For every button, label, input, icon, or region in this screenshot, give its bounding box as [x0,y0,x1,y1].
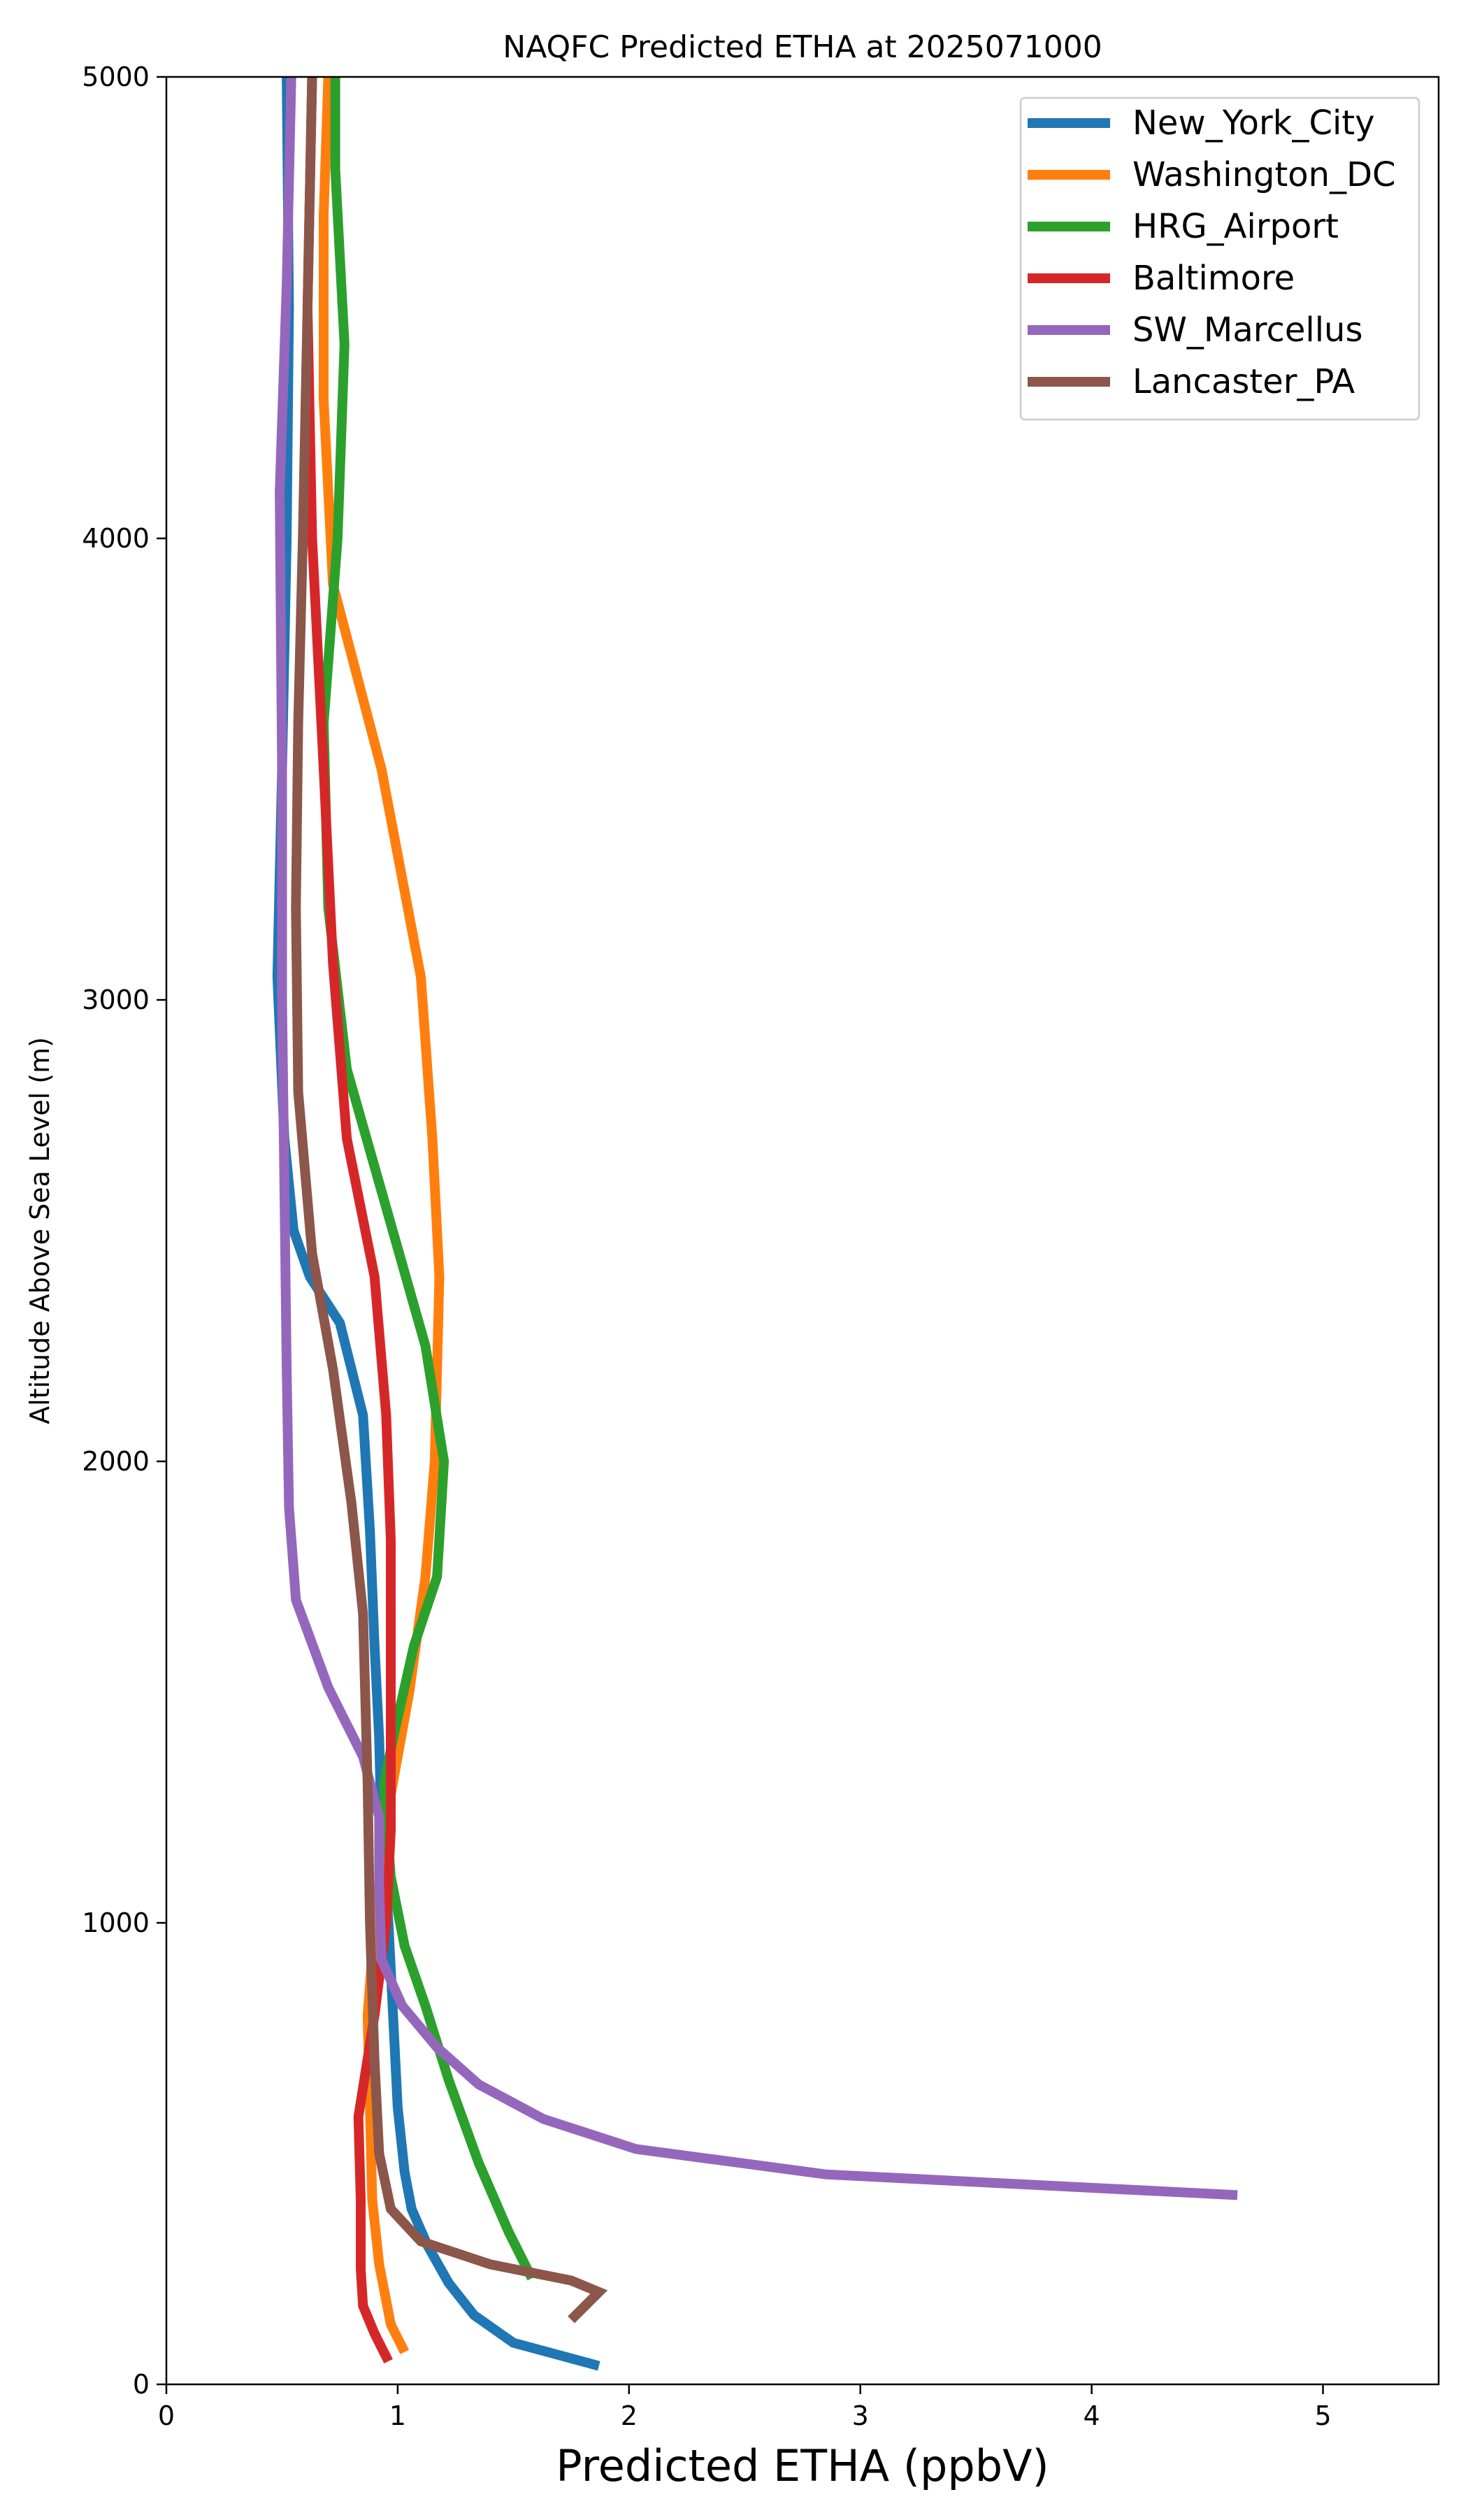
x-tick-label: 0 [158,2400,175,2431]
chart-title: NAQFC Predicted ETHA at 2025071000 [503,29,1102,65]
y-axis-label: Altitude Above Sea Level (m) [24,1037,55,1424]
y-tick-label: 2000 [82,1446,150,1477]
legend-label: Lancaster_PA [1132,362,1355,401]
y-tick-label: 3000 [82,985,150,1015]
legend-label: Baltimore [1132,259,1295,298]
series-line-baltimore [302,77,396,2364]
x-tick-label: 3 [852,2400,869,2431]
plot-series-group [272,77,1238,2371]
legend-label: New_York_City [1132,103,1375,143]
x-axis-ticks: 0 1 2 3 4 5 [158,2384,1332,2431]
legend-label: HRG_Airport [1132,207,1339,246]
chart-legend: New_York_City Washington_DC HRG_Airport Bal… [1019,96,1420,421]
x-axis-label: Predicted ETHA (ppbV) [556,2440,1049,2491]
legend-box [1019,96,1420,421]
legend-label: SW_Marcellus [1132,310,1362,350]
y-tick-label: 4000 [82,523,150,554]
plot-area-frame [165,76,1440,2386]
legend-label: Washington_DC [1132,155,1396,194]
x-tick-label: 2 [621,2400,638,2431]
y-axis-ticks: 0 1000 2000 3000 4000 5000 [82,62,166,2400]
series-line-lancaster-pa [291,77,608,2324]
x-tick-label: 4 [1084,2400,1100,2431]
x-tick-label: 1 [389,2400,406,2431]
y-tick-label: 5000 [82,62,150,92]
y-tick-label: 0 [133,2369,150,2400]
y-tick-label: 1000 [82,1907,150,1938]
x-tick-label: 5 [1314,2400,1331,2431]
